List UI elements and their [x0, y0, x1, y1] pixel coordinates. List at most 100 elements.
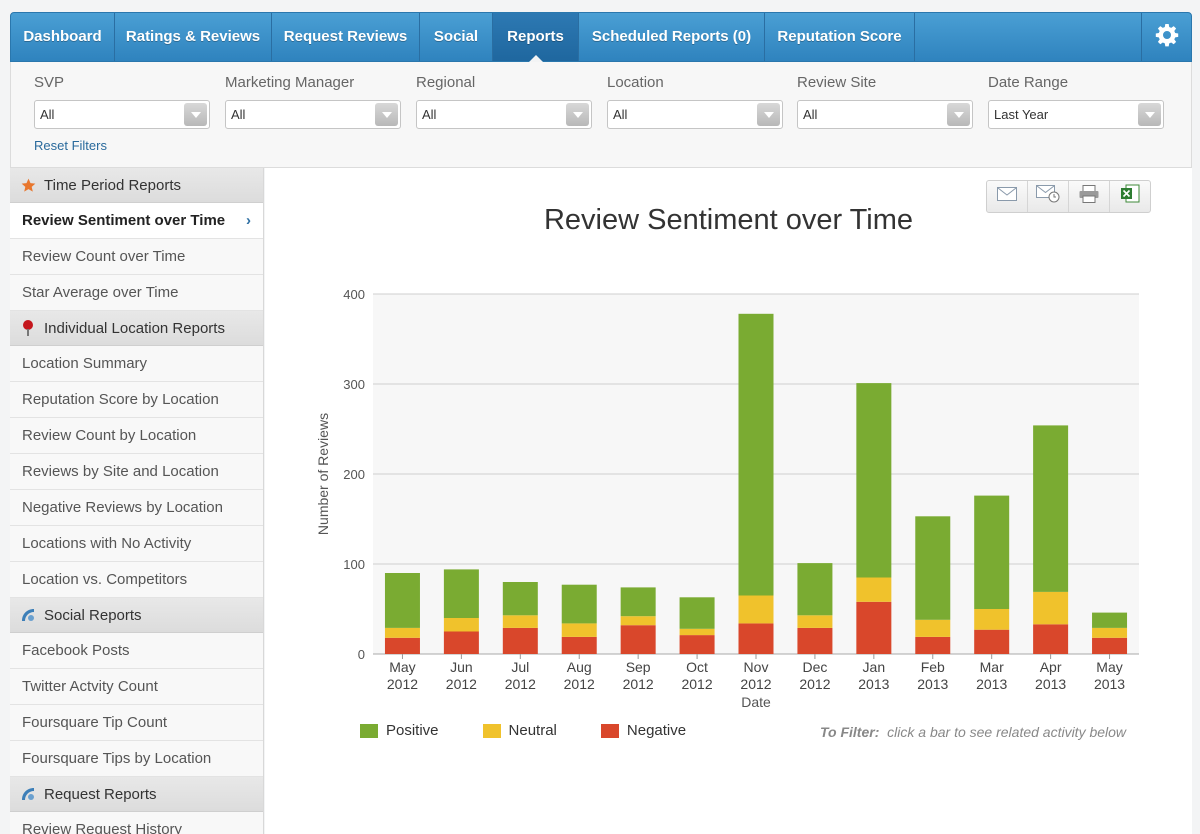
- map-pin-icon: [20, 320, 36, 336]
- bar-negative[interactable]: [797, 627, 833, 654]
- x-axis-label: Date: [741, 694, 771, 710]
- bar-negative[interactable]: [738, 623, 774, 654]
- bar-neutral[interactable]: [679, 628, 715, 636]
- bar-neutral[interactable]: [738, 595, 774, 624]
- schedule-email-icon: [1036, 185, 1060, 208]
- schedule-email-button[interactable]: [1028, 181, 1069, 212]
- report-sidebar: Time Period Reports Review Sentiment ove…: [10, 168, 264, 834]
- tab-dashboard[interactable]: Dashboard: [11, 13, 115, 61]
- bar-positive[interactable]: [620, 587, 656, 617]
- y-tick-label: 400: [343, 287, 365, 302]
- svp-select[interactable]: All: [34, 100, 210, 129]
- bar-positive[interactable]: [974, 495, 1010, 609]
- bar-neutral[interactable]: [915, 619, 951, 637]
- x-tick-label: 2012: [681, 676, 712, 692]
- legend-item-positive[interactable]: Positive: [360, 722, 439, 739]
- bar-positive[interactable]: [561, 584, 597, 624]
- bar-positive[interactable]: [502, 582, 538, 616]
- tab-social[interactable]: Social: [420, 13, 493, 61]
- location-select[interactable]: All: [607, 100, 783, 129]
- bar-negative[interactable]: [856, 601, 892, 654]
- bar-positive[interactable]: [443, 569, 479, 618]
- filter-hint-text: click a bar to see related activity belo…: [887, 724, 1127, 740]
- filter-label: Review Site: [797, 74, 877, 91]
- bar-neutral[interactable]: [1092, 627, 1128, 638]
- bar-positive[interactable]: [1092, 612, 1128, 628]
- y-tick-label: 300: [343, 377, 365, 392]
- sidebar-item-review-count-over-time[interactable]: Review Count over Time: [10, 239, 263, 275]
- sidebar-item-label: Locations with No Activity: [22, 535, 192, 552]
- top-navigation: Dashboard Ratings & Reviews Request Revi…: [10, 12, 1192, 62]
- excel-export-icon: [1120, 184, 1140, 209]
- legend-item-neutral[interactable]: Neutral: [482, 722, 557, 739]
- section-title: Request Reports: [44, 785, 157, 803]
- chevron-down-icon: [1138, 103, 1161, 126]
- marketing-manager-select[interactable]: All: [225, 100, 401, 129]
- star-icon: [20, 177, 36, 193]
- filter-hint: To Filter: click a bar to see related ac…: [820, 724, 1126, 740]
- bar-positive[interactable]: [738, 313, 774, 596]
- bar-positive[interactable]: [856, 383, 892, 578]
- email-button[interactable]: [987, 181, 1028, 212]
- sidebar-item-review-count-by-location[interactable]: Review Count by Location: [10, 418, 263, 454]
- sidebar-item-star-average-over-time[interactable]: Star Average over Time: [10, 275, 263, 311]
- bar-negative[interactable]: [1033, 624, 1069, 654]
- bar-negative[interactable]: [915, 636, 951, 654]
- bar-negative[interactable]: [1092, 637, 1128, 654]
- export-excel-button[interactable]: [1110, 181, 1150, 212]
- sidebar-item-foursquare-tip-count[interactable]: Foursquare Tip Count: [10, 705, 263, 741]
- tab-ratings-reviews[interactable]: Ratings & Reviews: [115, 13, 272, 61]
- reset-filters-link[interactable]: Reset Filters: [34, 138, 107, 153]
- bar-neutral[interactable]: [856, 577, 892, 602]
- bar-neutral[interactable]: [384, 627, 420, 638]
- tab-reputation-score[interactable]: Reputation Score: [765, 13, 915, 61]
- bar-negative[interactable]: [443, 631, 479, 655]
- sidebar-item-facebook-posts[interactable]: Facebook Posts: [10, 633, 263, 669]
- bar-positive[interactable]: [384, 573, 420, 628]
- filter-label: Date Range: [988, 74, 1069, 91]
- legend-label: Negative: [626, 722, 687, 739]
- tab-scheduled-reports[interactable]: Scheduled Reports (0): [579, 13, 765, 61]
- y-tick-label: 200: [343, 467, 365, 482]
- sidebar-item-negative-reviews-by-location[interactable]: Negative Reviews by Location: [10, 490, 263, 526]
- legend-item-negative[interactable]: Negative: [600, 722, 687, 739]
- bar-positive[interactable]: [797, 563, 833, 616]
- sidebar-item-review-sentiment-over-time[interactable]: Review Sentiment over Time ›: [10, 203, 263, 239]
- bar-positive[interactable]: [915, 516, 951, 620]
- date-range-select[interactable]: Last Year: [988, 100, 1164, 129]
- sidebar-item-foursquare-tips-by-location[interactable]: Foursquare Tips by Location: [10, 741, 263, 777]
- bar-neutral[interactable]: [502, 615, 538, 628]
- bar-positive[interactable]: [679, 597, 715, 629]
- bar-negative[interactable]: [974, 629, 1010, 654]
- sidebar-item-label: Reviews by Site and Location: [22, 463, 219, 480]
- bar-negative[interactable]: [384, 637, 420, 654]
- bar-negative[interactable]: [620, 625, 656, 654]
- settings-button[interactable]: [1141, 13, 1191, 61]
- tab-request-reviews[interactable]: Request Reviews: [272, 13, 420, 61]
- bar-neutral[interactable]: [620, 616, 656, 626]
- bar-neutral[interactable]: [1033, 591, 1069, 625]
- report-toolbar: [986, 180, 1151, 213]
- regional-select[interactable]: All: [416, 100, 592, 129]
- bar-neutral[interactable]: [974, 609, 1010, 630]
- sidebar-item-twitter-activity-count[interactable]: Twitter Actvity Count: [10, 669, 263, 705]
- review-site-select[interactable]: All: [797, 100, 973, 129]
- section-individual-location-reports: Individual Location Reports: [10, 311, 263, 346]
- sidebar-item-location-summary[interactable]: Location Summary: [10, 346, 263, 382]
- bar-positive[interactable]: [1033, 425, 1069, 592]
- sidebar-item-reputation-score-by-location[interactable]: Reputation Score by Location: [10, 382, 263, 418]
- print-button[interactable]: [1069, 181, 1110, 212]
- bar-neutral[interactable]: [797, 615, 833, 628]
- bar-neutral[interactable]: [443, 618, 479, 632]
- sidebar-item-location-vs-competitors[interactable]: Location vs. Competitors: [10, 562, 263, 598]
- sidebar-item-review-request-history[interactable]: Review Request History: [10, 812, 263, 834]
- sidebar-item-reviews-by-site-and-location[interactable]: Reviews by Site and Location: [10, 454, 263, 490]
- bar-negative[interactable]: [502, 627, 538, 654]
- bar-negative[interactable]: [561, 636, 597, 654]
- tab-reports[interactable]: Reports: [493, 13, 579, 62]
- x-tick-label: 2012: [564, 676, 595, 692]
- sidebar-item-locations-with-no-activity[interactable]: Locations with No Activity: [10, 526, 263, 562]
- select-value: All: [422, 107, 437, 122]
- bar-negative[interactable]: [679, 635, 715, 654]
- bar-neutral[interactable]: [561, 623, 597, 637]
